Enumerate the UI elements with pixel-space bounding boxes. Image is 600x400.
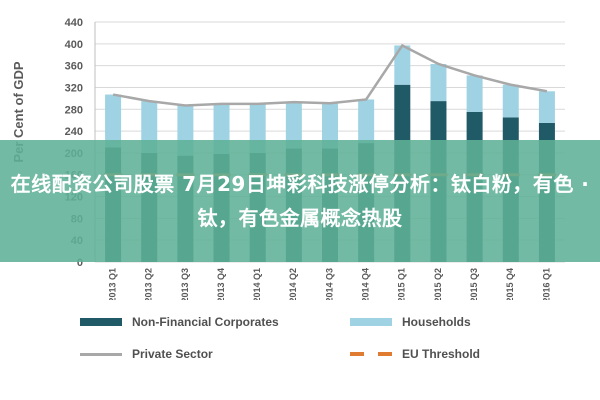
legend-item-private-sector: Private Sector [80, 346, 213, 362]
x-tick-9: 2015 Q2 [433, 268, 443, 300]
x-tick-labels: 2013 Q1 2013 Q2 2013 Q3 2013 Q4 2014 Q1 2014 … [107, 268, 551, 300]
bar-households-7 [358, 99, 375, 144]
bar-households-5 [285, 102, 302, 149]
x-tick-12: 2016 Q1 [541, 268, 551, 300]
bar-households-0 [105, 94, 122, 148]
y-tick-280: 280 [65, 104, 83, 116]
legend-item-non-financial: Non-Financial Corporates [80, 314, 279, 330]
legend-label-private-sector: Private Sector [132, 347, 213, 361]
bar-households-10 [466, 75, 483, 112]
legend-swatch-non-financial [80, 318, 122, 326]
x-tick-2: 2013 Q3 [180, 268, 190, 300]
y-tick-360: 360 [65, 61, 83, 73]
legend-swatch-private-sector [80, 352, 122, 356]
legend-label-households: Households [402, 315, 471, 329]
x-tick-8: 2015 Q1 [397, 268, 407, 300]
bar-households-12 [538, 91, 555, 123]
legend-item-households: Households [350, 314, 471, 330]
x-tick-0: 2013 Q1 [107, 268, 117, 300]
legend-item-eu-threshold: EU Threshold [350, 346, 480, 362]
bar-households-9 [430, 64, 447, 102]
x-tick-7: 2014 Q4 [361, 268, 371, 300]
headline-overlay: 在线配资公司股票 7月29日坤彩科技涨停分析：钛白粉，有色 · 钛，有色金属概念… [0, 140, 600, 262]
line-private-sector [112, 43, 548, 107]
bar-households-8 [394, 45, 411, 85]
legend-swatch-eu-threshold [350, 352, 392, 356]
x-tick-3: 2013 Q4 [216, 268, 226, 300]
y-axis-label: Per Cent of GDP [11, 61, 26, 162]
x-tick-6: 2014 Q3 [324, 268, 334, 300]
y-tick-440: 440 [65, 17, 83, 29]
legend-label-non-financial: Non-Financial Corporates [132, 315, 279, 329]
chart-legend: Non-Financial Corporates Households Priv… [80, 308, 540, 378]
y-tick-320: 320 [65, 82, 83, 94]
legend-swatch-households [350, 318, 392, 326]
bar-households-6 [322, 103, 338, 149]
bar-households-11 [502, 84, 519, 118]
x-tick-1: 2013 Q2 [144, 268, 154, 300]
y-tick-400: 400 [65, 39, 83, 51]
x-tick-4: 2014 Q1 [252, 268, 262, 300]
bar-households-1 [141, 101, 158, 153]
y-tick-0: 0 [77, 257, 83, 269]
x-tick-10: 2015 Q3 [469, 268, 479, 300]
y-tick-240: 240 [65, 126, 83, 138]
x-tick-5: 2014 Q2 [288, 268, 298, 300]
x-tick-11: 2015 Q4 [505, 268, 515, 300]
legend-label-eu-threshold: EU Threshold [402, 347, 481, 361]
headline-text: 在线配资公司股票 7月29日坤彩科技涨停分析：钛白粉，有色 · 钛，有色金属概念… [10, 172, 590, 230]
